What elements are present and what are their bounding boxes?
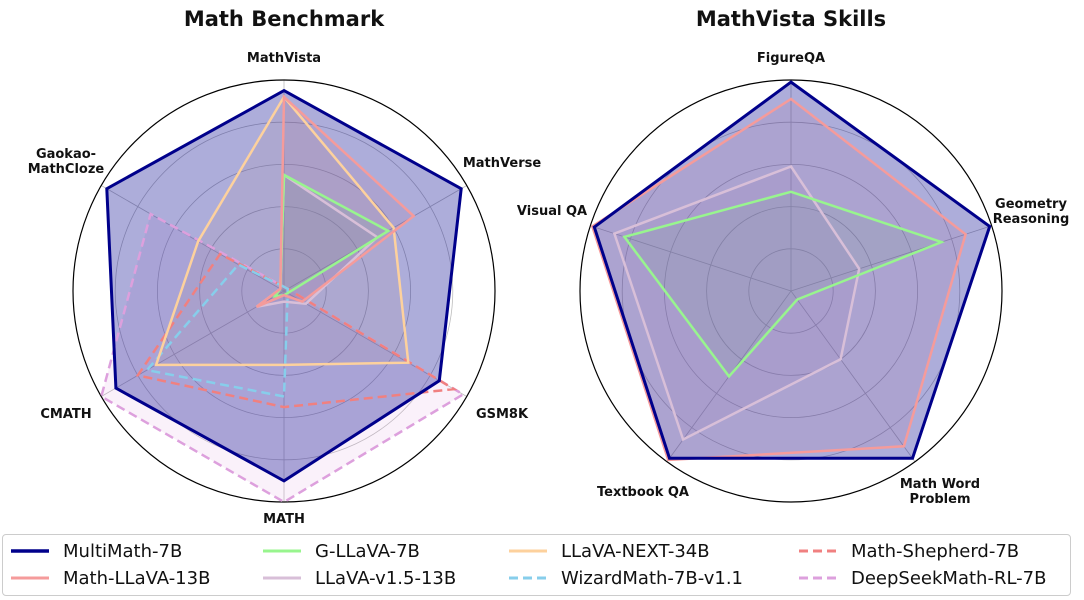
axis-spoke (101, 290, 285, 397)
axis-label-mathverse: MathVerse (462, 155, 542, 171)
axis-spoke (790, 290, 916, 462)
legend-swatch (509, 576, 547, 580)
series-line-multimath-7b (105, 88, 463, 483)
legend-item: Math-LLaVA-13B (9, 565, 210, 591)
legend-label: LLaVA-v1.5-13B (315, 567, 457, 589)
legend-item: Math-Shepherd-7B (797, 538, 1019, 564)
legend-label: DeepSeekMath-RL-7B (851, 567, 1047, 589)
axis-label-figureqa: FigureQA (756, 50, 826, 66)
series-line-llava-v1-5-13b (612, 164, 861, 442)
axis-label-cmath: CMATH (40, 406, 92, 422)
legend-item: MultiMath-7B (9, 538, 182, 564)
series-line-multimath-7b (592, 80, 992, 460)
legend-label: WizardMath-7B-v1.1 (561, 567, 744, 589)
chart-title-math-benchmark: Math Benchmark (183, 7, 385, 31)
legend-item: G-LLaVA-7B (261, 538, 420, 564)
radar-chart-mathvista-skills (579, 79, 1003, 503)
series-fill-g-llava-7b (274, 174, 389, 297)
series-fill-llava-v1-5-13b (614, 166, 860, 440)
radar-chart-math-benchmark (72, 79, 496, 504)
legend-swatch (11, 549, 49, 553)
legend-swatch (799, 549, 837, 553)
axis-label-textbook-qa: Textbook QA (596, 484, 689, 500)
legend-label: Math-LLaVA-13B (63, 567, 211, 589)
legend-swatch (263, 576, 301, 580)
legend-item: DeepSeekMath-RL-7B (797, 565, 1046, 591)
legend-label: Math-Shepherd-7B (851, 540, 1020, 562)
legend-label: G-LLaVA-7B (315, 540, 420, 562)
axis-spoke (101, 185, 285, 292)
legend-swatch (509, 549, 547, 553)
series-line-wizardmath-7b-v1-1 (144, 263, 289, 399)
series-fill-g-llava-7b (624, 191, 942, 377)
legend: MultiMath-7B Math-LLaVA-13B G-LLaVA-7B LLaV… (2, 534, 1071, 596)
legend-item: LLaVA-v1.5-13B (261, 565, 456, 591)
series-line-g-llava-7b (622, 190, 946, 379)
axis-label-math-word-problem: Math Word Problem (899, 477, 981, 507)
legend-label: LLaVA-NEXT-34B (561, 540, 710, 562)
axis-label-gaokao-mathcloze: Gaokao- MathCloze (27, 147, 105, 177)
axis-label-visual-qa: Visual QA (516, 203, 588, 219)
legend-swatch (11, 576, 49, 580)
axis-spoke (790, 225, 992, 292)
series-fill-llava-v1-5-13b (256, 174, 378, 307)
axis-label-geometry-reasoning: Geometry Reasoning (992, 197, 1070, 227)
axis-label-math: MATH (263, 511, 305, 527)
legend-swatch (263, 549, 301, 553)
chart-title-mathvista-skills: MathVista Skills (695, 7, 887, 31)
outer-frame (579, 79, 1003, 503)
legend-item: WizardMath-7B-v1.1 (507, 565, 743, 591)
legend-label: MultiMath-7B (63, 540, 183, 562)
axis-label-mathvista: MathVista (246, 50, 322, 66)
series-line-llava-next-34b (154, 94, 410, 367)
outer-frame (72, 79, 496, 503)
legend-item: LLaVA-NEXT-34B (507, 538, 710, 564)
axis-label-gsm8k: GSM8K (475, 406, 529, 422)
series-fill-math-llava-13b (592, 99, 966, 460)
series-line-math-llava-13b (255, 94, 416, 308)
axis-spoke (283, 290, 467, 397)
legend-swatch (799, 576, 837, 580)
